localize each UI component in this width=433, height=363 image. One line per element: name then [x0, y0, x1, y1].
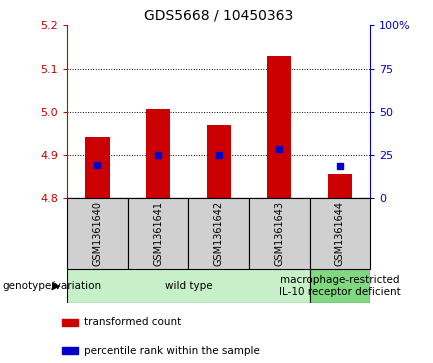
Bar	[62, 347, 78, 354]
Text: ▶: ▶	[52, 281, 61, 291]
Text: wild type: wild type	[165, 281, 212, 291]
Text: GSM1361641: GSM1361641	[153, 201, 163, 266]
FancyBboxPatch shape	[128, 198, 188, 269]
Text: genotype/variation: genotype/variation	[2, 281, 101, 291]
Bar	[146, 110, 170, 198]
Title: GDS5668 / 10450363: GDS5668 / 10450363	[144, 9, 293, 23]
Text: transformed count: transformed count	[84, 318, 182, 327]
Text: GSM1361642: GSM1361642	[213, 201, 224, 266]
Bar	[328, 174, 352, 198]
Text: GSM1361640: GSM1361640	[92, 201, 103, 266]
Text: percentile rank within the sample: percentile rank within the sample	[84, 346, 260, 356]
Text: macrophage-restricted
IL-10 receptor deficient: macrophage-restricted IL-10 receptor def…	[279, 275, 401, 297]
Bar	[207, 125, 231, 198]
FancyBboxPatch shape	[310, 269, 370, 303]
FancyBboxPatch shape	[188, 198, 249, 269]
Text: GSM1361644: GSM1361644	[335, 201, 345, 266]
FancyBboxPatch shape	[249, 198, 310, 269]
FancyBboxPatch shape	[67, 269, 310, 303]
Bar	[62, 319, 78, 326]
Bar	[85, 138, 110, 198]
Text: GSM1361643: GSM1361643	[274, 201, 284, 266]
FancyBboxPatch shape	[310, 198, 370, 269]
Bar	[267, 56, 291, 198]
FancyBboxPatch shape	[67, 198, 128, 269]
